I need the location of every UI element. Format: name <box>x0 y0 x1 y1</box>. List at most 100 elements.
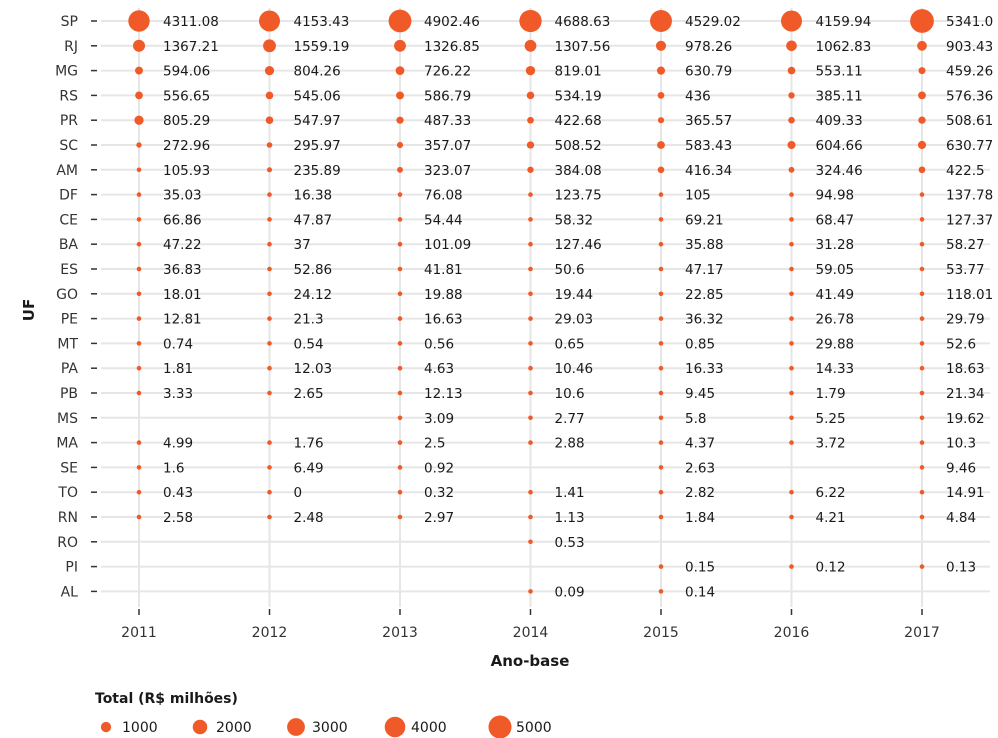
data-point <box>397 291 403 297</box>
data-point <box>919 192 925 197</box>
data-label: 422.5 <box>946 163 985 179</box>
y-tick-label: RO <box>57 535 78 551</box>
data-point <box>658 365 664 371</box>
legend-label: 1000 <box>122 720 158 736</box>
data-point <box>528 415 533 421</box>
data-point <box>267 465 272 470</box>
data-label: 630.77 <box>946 138 993 154</box>
data-label: 0.85 <box>685 336 715 352</box>
data-point <box>397 514 403 520</box>
data-point <box>658 589 664 594</box>
data-label: 4529.02 <box>685 14 741 30</box>
y-tick-label: RS <box>59 88 78 104</box>
data-label: 29.88 <box>816 336 855 352</box>
data-point <box>918 67 926 75</box>
data-point <box>658 440 664 445</box>
data-label: 19.44 <box>555 287 594 303</box>
data-label: 726.22 <box>424 64 471 80</box>
data-point <box>397 440 403 445</box>
y-axis-title: UF <box>20 299 38 321</box>
data-point <box>786 40 797 52</box>
data-label: 9.46 <box>946 460 976 476</box>
data-point <box>528 440 533 445</box>
data-point <box>919 217 925 222</box>
data-label: 14.33 <box>816 361 855 377</box>
data-point <box>919 564 925 569</box>
data-label: 4153.43 <box>294 14 350 30</box>
data-point <box>919 489 925 495</box>
data-point <box>264 65 275 76</box>
data-label: 1.84 <box>685 510 715 526</box>
data-point <box>788 166 795 173</box>
data-label: 4159.94 <box>816 14 872 30</box>
data-point <box>396 91 404 100</box>
data-label: 35.88 <box>685 237 724 253</box>
data-label: 2.88 <box>555 436 585 452</box>
data-point <box>917 140 927 150</box>
data-point <box>919 316 925 321</box>
data-point <box>789 390 794 396</box>
data-point <box>787 140 796 150</box>
data-label: 76.08 <box>424 188 463 204</box>
legend-bubble <box>384 716 406 738</box>
data-label: 3.33 <box>163 386 193 402</box>
y-tick-label: BA <box>59 237 79 253</box>
data-label: 365.57 <box>685 113 732 129</box>
data-label: 1307.56 <box>555 39 611 55</box>
data-label: 6.22 <box>816 485 846 501</box>
data-point <box>128 10 150 32</box>
data-point <box>397 166 403 173</box>
data-point <box>136 266 142 272</box>
data-point <box>658 192 664 197</box>
data-label: 0.92 <box>424 460 454 476</box>
data-label: 4902.46 <box>424 14 480 30</box>
data-label: 1.13 <box>555 510 585 526</box>
data-label: 69.21 <box>685 212 724 228</box>
data-label: 5341.0 <box>946 14 993 30</box>
data-label: 22.85 <box>685 287 724 303</box>
data-point <box>917 40 927 51</box>
y-tick-label: MT <box>57 336 78 352</box>
data-point <box>656 66 666 75</box>
data-point <box>919 390 925 396</box>
data-label: 47.87 <box>294 212 333 228</box>
data-label: 804.26 <box>294 64 341 80</box>
data-label: 9.45 <box>685 386 715 402</box>
x-tick-label: 2013 <box>382 625 418 641</box>
data-point <box>919 440 925 445</box>
data-label: 105.93 <box>163 163 210 179</box>
legend-bubble <box>100 721 112 733</box>
data-label: 2.5 <box>424 436 445 452</box>
data-point <box>528 539 533 545</box>
data-label: 0.74 <box>163 336 193 352</box>
data-label: 594.06 <box>163 64 210 80</box>
data-point <box>528 266 533 272</box>
data-point <box>388 9 412 33</box>
data-point <box>658 514 664 520</box>
x-axis-title: Ano-base <box>491 652 570 670</box>
data-label: 127.46 <box>555 237 602 253</box>
data-point <box>266 167 273 173</box>
data-label: 26.78 <box>816 312 855 328</box>
size-legend: 1000 2000 3000 4000 5000 <box>100 715 552 738</box>
data-label: 436 <box>685 88 711 104</box>
y-tick-label: PR <box>60 113 78 129</box>
data-point <box>136 440 142 445</box>
data-label: 31.28 <box>816 237 855 253</box>
legend-bubble <box>488 715 512 738</box>
data-label: 52.86 <box>294 262 333 278</box>
y-tick-label: PA <box>61 361 79 377</box>
data-label: 29.03 <box>555 312 594 328</box>
data-label: 3.72 <box>816 436 846 452</box>
data-label: 0.13 <box>946 560 976 576</box>
data-point <box>267 390 272 396</box>
data-label: 16.33 <box>685 361 724 377</box>
data-point <box>919 266 925 272</box>
data-point <box>136 390 142 396</box>
data-point <box>780 10 803 32</box>
data-points <box>128 9 934 594</box>
y-tick-label: PB <box>60 386 78 402</box>
legend-label: 2000 <box>216 720 252 736</box>
data-label: 272.96 <box>163 138 210 154</box>
data-label: 16.38 <box>294 188 333 204</box>
